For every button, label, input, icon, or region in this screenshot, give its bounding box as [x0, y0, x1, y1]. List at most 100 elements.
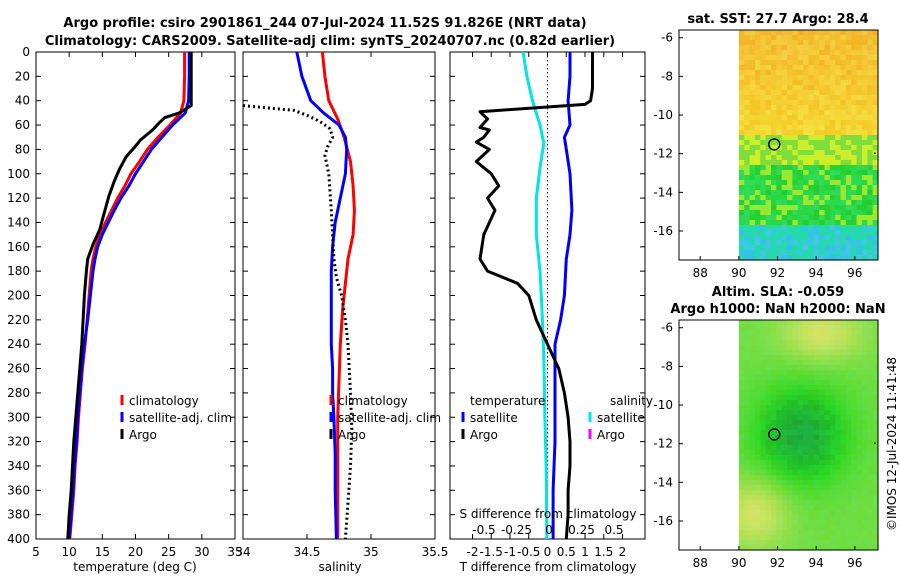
map-cell [819, 195, 826, 201]
map-cell [754, 60, 761, 66]
map-cell [754, 345, 761, 351]
map-cell [856, 35, 863, 41]
map-cell [749, 75, 756, 81]
map-cell [776, 50, 783, 56]
map-cell [819, 30, 826, 36]
map-cell [797, 185, 804, 191]
map-cell [867, 205, 874, 211]
x-tick-label: 30 [194, 545, 209, 559]
map-cell [754, 65, 761, 71]
map-cell [744, 460, 751, 466]
map-cell [829, 190, 836, 196]
map-cell [813, 430, 820, 436]
map-cell [808, 350, 815, 356]
map-cell [738, 380, 745, 386]
map-cell [738, 205, 745, 211]
map-cell [851, 245, 858, 251]
map-cell [760, 135, 767, 141]
map-cell [824, 235, 831, 241]
map-cell [792, 515, 799, 521]
map-cell [760, 60, 767, 66]
map-cell [770, 465, 777, 471]
map-cell [840, 95, 847, 101]
map-cell [835, 170, 842, 176]
map-cell [829, 325, 836, 331]
map-cell [760, 540, 767, 546]
map-cell [738, 175, 745, 181]
map-cell [787, 420, 793, 426]
map-cell [765, 50, 772, 56]
map-cell [813, 515, 820, 521]
map-cell [744, 450, 751, 456]
map-cell [760, 170, 767, 176]
map-cell [770, 220, 777, 226]
map-cell [840, 425, 847, 431]
map-cell [787, 145, 793, 151]
map-cell [744, 150, 751, 156]
map-cell [749, 325, 756, 331]
map-cell [770, 255, 777, 261]
map-cell [749, 445, 756, 451]
map-cell [787, 480, 793, 486]
map-cell [856, 90, 863, 96]
map-cell [765, 40, 772, 46]
map-cell [851, 530, 858, 536]
map-cell [787, 515, 793, 521]
map-cell [867, 330, 874, 336]
map-cell [819, 55, 826, 61]
map-cell [835, 40, 842, 46]
map-cell [851, 200, 858, 206]
map-cell [829, 430, 836, 436]
map-cell [738, 180, 745, 186]
map-cell [840, 455, 847, 461]
map-cell [803, 410, 810, 416]
map-cell [867, 425, 874, 431]
map-cell [787, 60, 793, 66]
map-cell [867, 215, 874, 221]
map-cell [845, 155, 852, 161]
map-cell [819, 80, 826, 86]
map-cell [744, 505, 751, 511]
map-cell [813, 350, 820, 356]
map-cell [851, 250, 858, 256]
map-cell [792, 420, 799, 426]
map-cell [851, 195, 858, 201]
map-cell [776, 235, 783, 241]
map-cell [835, 420, 842, 426]
map-cell [760, 435, 767, 441]
map-cell [861, 475, 868, 481]
map-cell [845, 45, 852, 51]
map-cell [787, 35, 793, 41]
map-cell [824, 470, 831, 476]
map-cell [835, 165, 842, 171]
map-cell [819, 185, 826, 191]
map-cell [787, 135, 793, 141]
map-cell [840, 435, 847, 441]
map-cell [851, 425, 858, 431]
map-cell [776, 375, 783, 381]
map-cell [797, 525, 804, 531]
map-cell [760, 90, 767, 96]
map-cell [861, 100, 868, 106]
map-cell [861, 175, 868, 181]
map-cell [867, 455, 874, 461]
map-cell [744, 40, 751, 46]
map-cell [797, 395, 804, 401]
map-border [678, 29, 879, 261]
map-cell [824, 330, 831, 336]
map-cell [861, 30, 868, 36]
map-cell [744, 95, 751, 101]
map-cell [872, 435, 879, 441]
map-cell [813, 320, 820, 326]
map-cell [792, 195, 799, 201]
map-cell [856, 470, 863, 476]
map-cell [819, 35, 826, 41]
map-cell [851, 320, 858, 326]
legend-label-argo_salinity: Argo [597, 428, 625, 442]
map-cell [872, 155, 879, 161]
map-cell [872, 405, 879, 411]
map-cell [760, 450, 767, 456]
map-cell [776, 405, 783, 411]
map-cell [829, 510, 836, 516]
map-cell [824, 200, 831, 206]
